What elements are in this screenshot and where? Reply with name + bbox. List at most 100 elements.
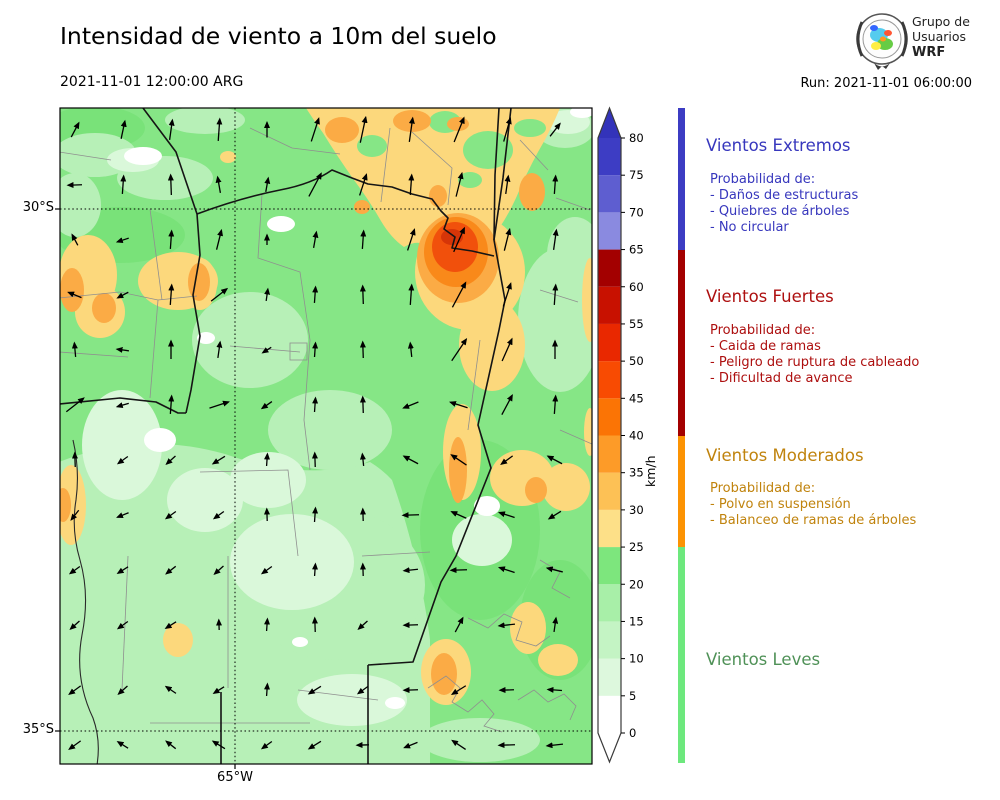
colorbar-segment [598, 658, 621, 696]
legend-subtitle: Probabilidad de: [710, 172, 816, 187]
wind-arrow [116, 455, 129, 465]
colorbar-tick-label: 0 [629, 726, 636, 740]
map-frame [59, 107, 593, 765]
colorbar-tick-label: 60 [629, 280, 644, 294]
wind-arrow [450, 511, 467, 519]
map-region [230, 514, 354, 610]
colorbar-segment [598, 212, 621, 250]
wind-arrow [212, 686, 225, 694]
province-border [60, 397, 186, 414]
colorbar-segment [598, 361, 621, 399]
colorbar-segment [598, 138, 621, 176]
colorbar-tick-label: 55 [629, 317, 644, 331]
wind-arrow [500, 455, 514, 465]
wind-arrow [216, 340, 223, 359]
legend-section-title: Vientos Leves [706, 650, 821, 669]
wind-arrow [546, 686, 563, 693]
wind-arrow [401, 512, 420, 519]
legend-item: - Caida de ramas [710, 339, 821, 354]
legend-section-title: Vientos Extremos [706, 136, 851, 155]
wind-arrow [165, 565, 177, 575]
wind-arrow [407, 341, 414, 358]
wind-arrow [68, 565, 81, 575]
wind-arrow [497, 622, 516, 629]
department-border [467, 613, 551, 647]
wind-arrow [455, 171, 464, 197]
map-region [60, 173, 101, 237]
wind-arrow [546, 455, 563, 465]
wind-arrow [308, 172, 322, 197]
department-border [559, 429, 592, 445]
legend-section-title: Vientos Fuertes [706, 287, 834, 306]
map-region [525, 477, 547, 503]
map-region [82, 390, 162, 500]
wind-arrow [69, 620, 80, 631]
wind-arrow [451, 739, 466, 751]
wind-arrow [115, 402, 129, 409]
colorbar-over-arrow [598, 108, 621, 138]
map-region [570, 108, 592, 118]
colorbar-segment [598, 323, 621, 362]
map-region [458, 172, 482, 188]
map-region [60, 268, 84, 312]
department-border [199, 469, 299, 557]
wind-arrow [209, 400, 230, 409]
map-region [474, 496, 500, 516]
wind-arrow [552, 283, 559, 306]
wind-arrow [359, 452, 366, 467]
wind-arrow [497, 566, 515, 574]
wind-arrow [68, 740, 82, 750]
wind-arrow [453, 116, 465, 143]
department-border [519, 139, 549, 171]
map-region [582, 258, 592, 342]
wind-arrow [211, 740, 226, 750]
wind-arrow [408, 283, 415, 306]
map-region [519, 173, 545, 211]
map-region [192, 292, 308, 388]
wind-arrow [164, 685, 177, 694]
colorbar-unit-label: km/h [643, 455, 658, 487]
map-region [385, 697, 405, 709]
wind-arrow [503, 227, 512, 251]
wind-arrow [71, 233, 79, 246]
colorbar-tick-label: 65 [629, 243, 644, 257]
legend-item: - Peligro de ruptura de cableado [710, 355, 920, 370]
wind-arrow [552, 394, 559, 415]
department-border [60, 351, 129, 358]
map-region [463, 131, 513, 169]
wind-arrow [359, 115, 368, 143]
legend-subtitle: Probabilidad de: [710, 481, 816, 496]
province-border [367, 108, 506, 666]
map-region [325, 117, 359, 143]
legend-item: - Balanceo de ramas de árboles [710, 513, 917, 528]
wind-arrow [211, 455, 226, 465]
department-border [149, 208, 163, 301]
colorbar-tick-label: 50 [629, 354, 644, 368]
map-region [124, 147, 162, 165]
lat-tick-label: 30°S [22, 200, 54, 215]
colorbar-segment [598, 584, 621, 622]
colorbar-tick-label: 5 [629, 689, 636, 703]
legend-item: - Dificultad de avance [710, 371, 853, 386]
map-region [510, 602, 546, 654]
wind-arrow [164, 510, 177, 520]
wind-arrow [70, 509, 80, 521]
river-line [72, 439, 99, 764]
page-title: Intensidad de viento a 10m del suelo [60, 22, 497, 50]
wind-arrow [264, 452, 271, 467]
province-border [196, 169, 495, 257]
colorbar-tick-label: 10 [629, 652, 644, 666]
lon-tick-label: 65°W [217, 770, 253, 785]
department-border [427, 675, 503, 733]
wind-arrow [545, 566, 563, 573]
wind-arrow [504, 174, 511, 195]
map-region [92, 293, 116, 323]
legend-item: - Daños de estructuras [710, 188, 859, 203]
wind-arrow [164, 621, 177, 629]
map-region [60, 465, 86, 545]
map-region [220, 151, 236, 163]
wind-arrow [165, 740, 177, 750]
department-border [411, 131, 453, 206]
wind-arrow [403, 741, 418, 749]
